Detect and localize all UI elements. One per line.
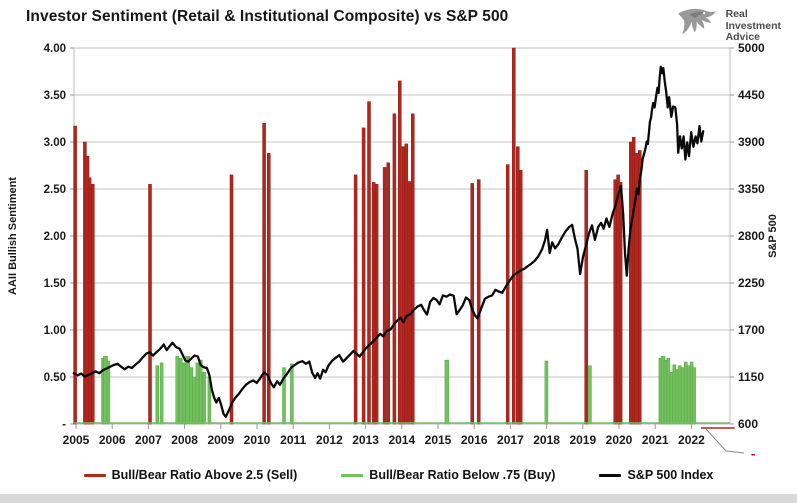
svg-text:2.00: 2.00 [44, 231, 66, 243]
svg-text:1.50: 1.50 [44, 278, 66, 290]
svg-text:2014: 2014 [388, 433, 415, 447]
svg-text:2007: 2007 [135, 433, 162, 447]
svg-text:5000: 5000 [738, 41, 765, 55]
svg-text:-: - [751, 446, 755, 461]
chart-title: Investor Sentiment (Retail & Institution… [26, 8, 509, 25]
legend-line-green [341, 473, 364, 477]
svg-text:1700: 1700 [738, 323, 765, 337]
svg-text:2020: 2020 [606, 433, 633, 447]
svg-text:4.00: 4.00 [44, 43, 66, 55]
logo-text: Real Investment Advice [725, 7, 781, 44]
logo-line-1: Real [725, 7, 748, 20]
chart-legend: Bull/Bear Ratio Above 2.5 (Sell) Bull/Be… [0, 468, 797, 482]
legend-item-sp500: S&P 500 Index [599, 468, 713, 482]
legend-item-buy: Bull/Bear Ratio Below .75 (Buy) [341, 468, 555, 482]
svg-text:2010: 2010 [244, 433, 271, 447]
svg-text:2.50: 2.50 [44, 184, 66, 196]
svg-text:2015: 2015 [425, 433, 452, 447]
svg-text:AAII Bullish Sentiment: AAII Bullish Sentiment [7, 177, 19, 295]
legend-line-black [599, 473, 622, 477]
svg-text:S&P 500: S&P 500 [767, 214, 779, 258]
svg-text:600: 600 [738, 417, 758, 431]
svg-text:2013: 2013 [352, 433, 379, 447]
svg-text:2009: 2009 [207, 433, 234, 447]
legend-label-sp500: S&P 500 Index [627, 468, 714, 482]
svg-text:2022: 2022 [678, 433, 705, 447]
svg-text:2008: 2008 [171, 433, 198, 447]
svg-text:3.50: 3.50 [44, 90, 66, 102]
bottom-strip [0, 494, 797, 503]
svg-text:2018: 2018 [533, 433, 560, 447]
svg-text:4450: 4450 [738, 88, 765, 102]
svg-text:-: - [62, 419, 66, 431]
svg-text:2017: 2017 [497, 433, 524, 447]
svg-text:0.50: 0.50 [44, 372, 66, 384]
svg-text:2006: 2006 [99, 433, 126, 447]
legend-item-sell: Bull/Bear Ratio Above 2.5 (Sell) [83, 468, 298, 482]
eagle-icon [675, 5, 719, 48]
legend-label-buy: Bull/Bear Ratio Below .75 (Buy) [369, 468, 556, 482]
logo-line-3: Advice [725, 31, 760, 44]
logo-line-2: Investment [725, 19, 781, 32]
svg-text:2021: 2021 [642, 433, 669, 447]
svg-text:2019: 2019 [569, 433, 596, 447]
legend-label-sell: Bull/Bear Ratio Above 2.5 (Sell) [111, 468, 298, 482]
svg-text:2005: 2005 [63, 433, 90, 447]
real-investment-advice-logo: Real Investment Advice [675, 5, 781, 48]
svg-text:2016: 2016 [461, 433, 488, 447]
svg-text:2011: 2011 [280, 433, 306, 447]
svg-text:3350: 3350 [738, 182, 765, 196]
svg-text:3900: 3900 [738, 135, 765, 149]
svg-text:1.00: 1.00 [44, 325, 66, 337]
svg-text:3.00: 3.00 [44, 137, 66, 149]
svg-text:2800: 2800 [738, 229, 765, 243]
svg-text:1150: 1150 [738, 370, 764, 384]
svg-text:2250: 2250 [738, 276, 765, 290]
svg-text:2012: 2012 [316, 433, 343, 447]
legend-line-red [83, 473, 106, 477]
